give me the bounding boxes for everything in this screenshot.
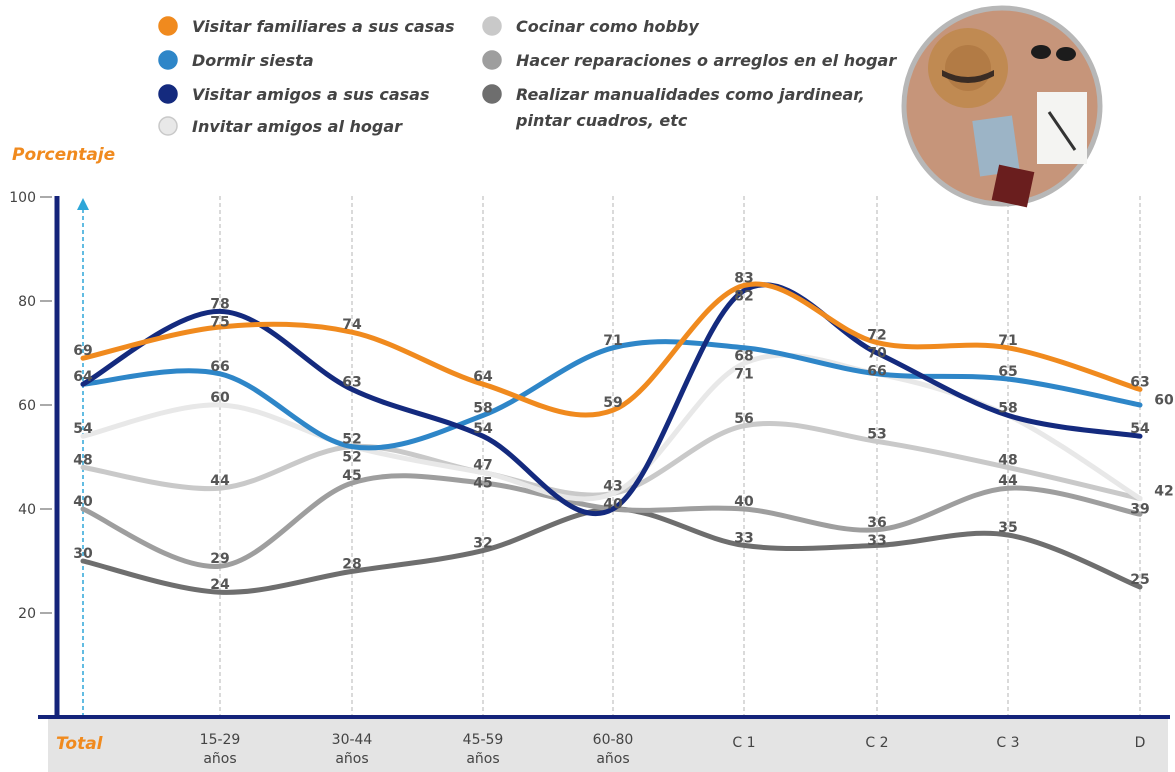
data-label: 24 — [210, 577, 230, 593]
legend-label: Cocinar como hobby — [516, 17, 699, 36]
series-line-6 — [80, 473, 1143, 569]
data-label: 74 — [342, 317, 362, 333]
data-label: 54 — [473, 421, 493, 437]
data-label: 32 — [473, 536, 492, 552]
category-label: años — [203, 751, 236, 767]
data-label: 54 — [73, 421, 93, 437]
data-label: 60 — [1154, 392, 1174, 408]
category-label: C 2 — [865, 735, 888, 751]
data-label: 42 — [1154, 484, 1173, 500]
series-line-1 — [80, 281, 1143, 418]
legend-marker — [482, 16, 502, 36]
legend-label: Dormir siesta — [192, 51, 314, 70]
data-label: 44 — [210, 473, 230, 489]
category-label: 30-44 — [332, 732, 373, 748]
legend-marker — [158, 116, 178, 136]
data-label: 40 — [73, 494, 93, 510]
travel-items-photo — [901, 5, 1103, 208]
category-label: 15-29 — [200, 732, 241, 748]
legend-marker — [158, 50, 178, 70]
legend-label: Visitar familiares a sus casas — [192, 17, 455, 36]
data-label: 28 — [342, 556, 361, 572]
data-label: 66 — [867, 364, 886, 380]
category-label: años — [335, 751, 368, 767]
y-tick-label: 60 — [18, 398, 36, 414]
y-tick-label: 20 — [18, 606, 36, 622]
series-line-3 — [80, 282, 1143, 517]
legend-marker — [158, 16, 178, 36]
data-label: 54 — [1130, 421, 1150, 437]
data-label: 64 — [73, 369, 93, 385]
data-label: 48 — [998, 452, 1017, 468]
legend-label: Realizar manualidades como jardinear, — [516, 85, 865, 104]
data-label: 75 — [210, 314, 229, 330]
data-label: 82 — [734, 288, 753, 304]
data-label: 78 — [210, 296, 229, 312]
legend-marker — [482, 84, 502, 104]
y-tick-label: 80 — [18, 294, 36, 310]
data-label: 53 — [867, 426, 886, 442]
data-label: 48 — [73, 452, 92, 468]
series-line-2 — [80, 339, 1143, 451]
data-label: 56 — [734, 411, 753, 427]
data-label: 58 — [473, 400, 492, 416]
data-label: 33 — [734, 530, 753, 546]
data-label: 45 — [473, 476, 492, 492]
data-label: 36 — [867, 515, 886, 531]
legend-marker — [482, 50, 502, 70]
data-label: 63 — [1130, 374, 1149, 390]
data-label: 63 — [342, 374, 361, 390]
category-label: C 3 — [996, 735, 1019, 751]
data-label: 83 — [734, 270, 753, 286]
data-label: 35 — [998, 520, 1017, 536]
series-line-7 — [80, 506, 1143, 595]
data-label: 68 — [734, 348, 753, 364]
category-label: 45-59 — [463, 732, 504, 748]
y-tick-label: 100 — [9, 190, 36, 206]
data-label: 40 — [603, 496, 623, 512]
data-label: 72 — [867, 328, 886, 344]
data-label: 40 — [734, 494, 754, 510]
category-band — [48, 718, 1168, 772]
category-label: C 1 — [732, 735, 755, 751]
legend-label: Visitar amigos a sus casas — [192, 85, 430, 104]
legend-label: pintar cuadros, etc — [515, 111, 688, 130]
y-tick-label: 40 — [18, 502, 36, 518]
data-label: 30 — [73, 546, 93, 562]
y-axis-title: Porcentaje — [12, 145, 115, 165]
data-label: 65 — [998, 364, 1017, 380]
data-label: 45 — [342, 468, 361, 484]
data-label: 71 — [998, 333, 1017, 349]
data-label: 66 — [210, 359, 229, 375]
data-label: 52 — [342, 450, 361, 466]
data-label: 47 — [473, 458, 492, 474]
data-label: 52 — [342, 432, 361, 448]
data-label: 71 — [603, 333, 622, 349]
data-label: 60 — [210, 390, 230, 406]
data-label: 29 — [210, 551, 229, 567]
data-label: 58 — [998, 400, 1017, 416]
data-label: 59 — [603, 395, 622, 411]
data-label: 71 — [734, 366, 753, 382]
total-marker-arrow — [77, 198, 89, 210]
data-label: 64 — [473, 369, 493, 385]
data-label: 44 — [998, 473, 1018, 489]
data-label: 25 — [1130, 572, 1149, 588]
data-label: 39 — [1130, 502, 1149, 518]
category-label: años — [596, 751, 629, 767]
legend-label: Hacer reparaciones o arreglos en el hoga… — [516, 51, 897, 70]
data-label: 43 — [603, 478, 622, 494]
legend-label: Invitar amigos al hogar — [192, 117, 403, 136]
legend-marker — [158, 84, 178, 104]
category-label: D — [1135, 735, 1146, 751]
category-label: 60-80 — [593, 732, 634, 748]
data-label: 69 — [73, 343, 92, 359]
category-label: Total — [56, 734, 104, 754]
data-label: 70 — [867, 346, 887, 362]
data-label: 33 — [867, 533, 886, 549]
category-label: años — [466, 751, 499, 767]
